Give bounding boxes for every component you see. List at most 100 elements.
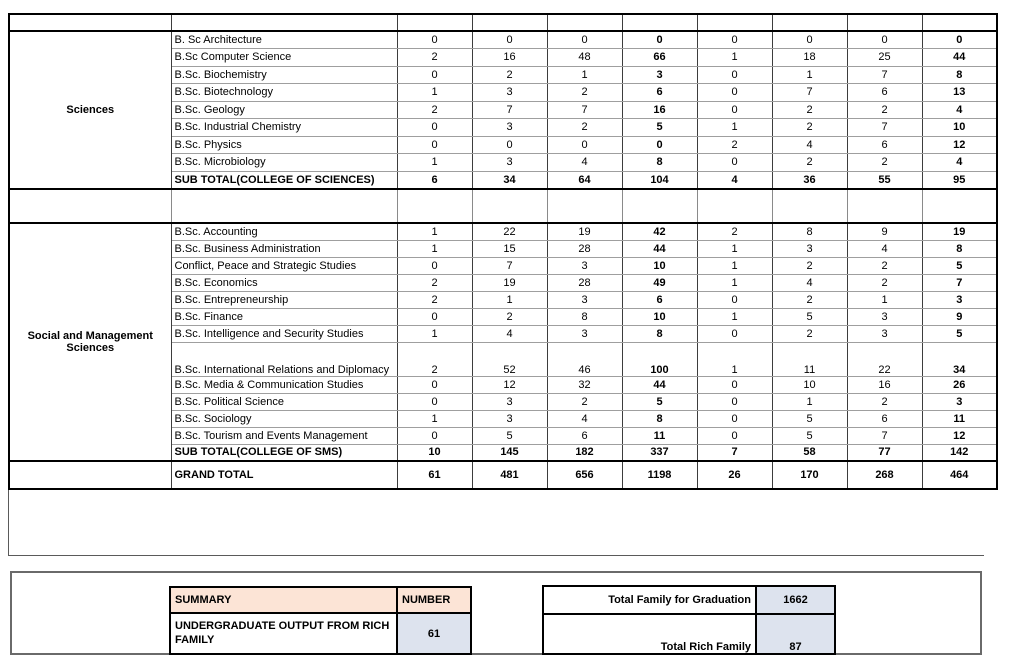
category-cell: Sciences	[8, 30, 172, 190]
value-cell: 6	[846, 83, 923, 102]
subtotal-value: 4	[696, 170, 773, 190]
value-cell: 0	[546, 30, 623, 49]
total-family-row: Total Family for Graduation 1662	[542, 585, 836, 615]
program-cell: B.Sc Computer Science	[170, 48, 398, 67]
value-cell: 9	[921, 307, 998, 326]
subtotal-value: 104	[621, 170, 698, 190]
value-cell: 4	[471, 324, 548, 343]
header-empty-program-cell	[170, 13, 398, 32]
value-cell: 0	[396, 135, 473, 154]
undergraduate-output-label: UNDERGRADUATE OUTPUT FROM RICH FAMILY	[169, 612, 398, 655]
value-cell: 7	[846, 426, 923, 445]
value-cell: 1	[696, 48, 773, 67]
value-cell: 1	[696, 307, 773, 326]
value-cell: 3	[846, 324, 923, 343]
value-cell: 8	[621, 409, 698, 428]
grand-total-value: 268	[846, 460, 923, 490]
value-cell: 4	[546, 153, 623, 172]
value-cell: 3	[546, 290, 623, 309]
value-cell: 8	[621, 324, 698, 343]
value-cell: 3	[471, 118, 548, 137]
value-cell: 26	[921, 375, 998, 394]
value-cell: 8	[921, 239, 998, 258]
value-cell: 0	[396, 30, 473, 49]
value-cell: 0	[621, 30, 698, 49]
value-cell: 0	[696, 100, 773, 119]
value-cell: 2	[396, 290, 473, 309]
subtotal-value: 10	[396, 443, 473, 462]
value-cell: 4	[846, 239, 923, 258]
value-cell: 0	[471, 135, 548, 154]
total-family-value: 1662	[755, 585, 836, 615]
summary-header-label: SUMMARY	[169, 586, 398, 614]
value-cell: 100	[621, 341, 698, 377]
value-cell: 0	[396, 65, 473, 84]
value-cell: 0	[621, 135, 698, 154]
value-cell: 2	[471, 65, 548, 84]
value-cell: 3	[471, 392, 548, 411]
value-cell: 7	[846, 65, 923, 84]
value-cell: 0	[396, 426, 473, 445]
graduation-output-table: Sciences B. Sc Architecture 0 0 0 0 0 0 0 0 B.Sc C…	[8, 13, 998, 490]
value-cell: 2	[846, 153, 923, 172]
summary-data-row: UNDERGRADUATE OUTPUT FROM RICH FAMILY 61	[169, 612, 472, 655]
value-cell: 3	[471, 409, 548, 428]
value-cell: 1	[546, 65, 623, 84]
value-cell: 1	[696, 273, 773, 292]
value-cell: 25	[846, 48, 923, 67]
program-cell: B.Sc. Intelligence and Security Studies	[170, 324, 398, 343]
value-cell: 1	[396, 239, 473, 258]
value-cell: 0	[396, 118, 473, 137]
value-cell: 22	[846, 341, 923, 377]
subtotal-value: 142	[921, 443, 998, 462]
grand-total-value: 26	[696, 460, 773, 490]
grand-total-value: 1198	[621, 460, 698, 490]
value-cell: 1	[696, 256, 773, 275]
program-cell: B.Sc. Finance	[170, 307, 398, 326]
value-cell: 2	[546, 83, 623, 102]
value-cell: 6	[846, 135, 923, 154]
subtotal-value: 58	[771, 443, 848, 462]
program-cell: B.Sc. Geology	[170, 100, 398, 119]
value-cell: 16	[471, 48, 548, 67]
value-cell: 44	[621, 375, 698, 394]
value-cell: 2	[846, 100, 923, 119]
value-cell: 5	[771, 409, 848, 428]
value-cell: 0	[696, 30, 773, 49]
value-cell: 5	[921, 256, 998, 275]
value-cell: 0	[696, 409, 773, 428]
subtotal-value: 55	[846, 170, 923, 190]
value-cell: 28	[546, 273, 623, 292]
value-cell: 0	[921, 30, 998, 49]
total-rich-family-value: 87	[755, 613, 836, 655]
grand-total-value: 656	[546, 460, 623, 490]
value-cell: 3	[921, 290, 998, 309]
main-table-body: Sciences B. Sc Architecture 0 0 0 0 0 0 0 0 B.Sc C…	[8, 13, 998, 490]
value-cell: 1	[696, 239, 773, 258]
header-empty-value-cell	[396, 13, 473, 32]
program-cell: B.Sc. International Relations and Diplom…	[170, 341, 398, 377]
value-cell: 15	[471, 239, 548, 258]
spacer-cell	[546, 188, 623, 224]
subtotal-value: 64	[546, 170, 623, 190]
value-cell: 1	[396, 324, 473, 343]
value-cell: 2	[696, 135, 773, 154]
program-cell: B.Sc. Economics	[170, 273, 398, 292]
value-cell: 3	[546, 324, 623, 343]
value-cell: 2	[696, 222, 773, 241]
subtotal-value: 145	[471, 443, 548, 462]
summary-table: SUMMARY NUMBER UNDERGRADUATE OUTPUT FROM…	[169, 586, 472, 655]
value-cell: 5	[921, 324, 998, 343]
value-cell: 7	[846, 118, 923, 137]
spacer-cell	[471, 188, 548, 224]
value-cell: 0	[846, 30, 923, 49]
value-cell: 4	[546, 409, 623, 428]
header-empty-value-cell	[846, 13, 923, 32]
value-cell: 2	[771, 118, 848, 137]
spacer-cell	[8, 188, 172, 224]
value-cell: 0	[396, 375, 473, 394]
total-family-label: Total Family for Graduation	[542, 585, 757, 615]
program-cell: B.Sc. Entrepreneurship	[170, 290, 398, 309]
category-cell: Social and Management Sciences	[8, 222, 172, 462]
